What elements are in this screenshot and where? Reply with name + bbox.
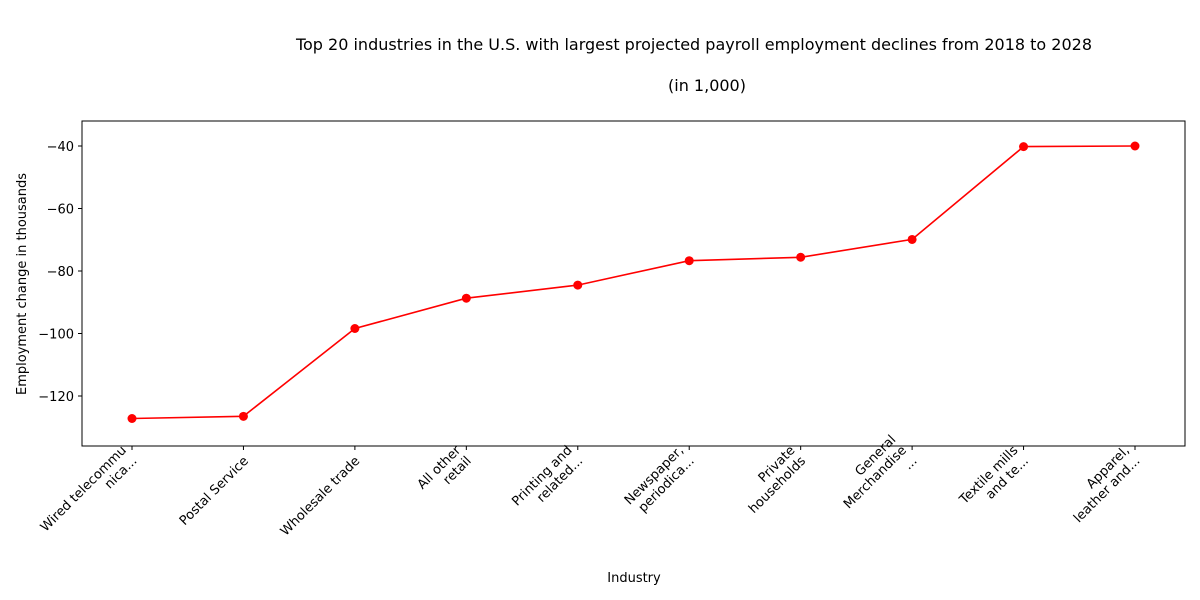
x-tick-label: Wholesale trade bbox=[278, 454, 363, 539]
y-tick-label: −100 bbox=[38, 328, 74, 343]
data-point bbox=[684, 256, 694, 266]
x-tick-label-line: Wholesale trade bbox=[278, 454, 363, 539]
y-tick-label: −40 bbox=[47, 140, 74, 155]
data-point bbox=[238, 411, 248, 421]
x-tick-label-line: Postal Service bbox=[177, 454, 252, 529]
data-point bbox=[127, 414, 137, 423]
data-point bbox=[1130, 141, 1140, 151]
data-point bbox=[907, 234, 917, 244]
x-tick-label-line: Wired telecommu bbox=[38, 443, 130, 535]
data-point bbox=[350, 324, 360, 333]
x-tick-label: Apparel,leather and... bbox=[1071, 443, 1143, 526]
series-line bbox=[131, 145, 1136, 420]
y-tick-label: −120 bbox=[38, 390, 74, 405]
data-point bbox=[1019, 142, 1029, 152]
y-axis-ticks: −40 −60 −80 −100 −120 bbox=[38, 140, 82, 405]
x-tick-label: Postal Service bbox=[177, 454, 252, 529]
series-line-group bbox=[127, 141, 1140, 423]
data-point bbox=[796, 252, 806, 262]
y-tick-label: −80 bbox=[47, 265, 74, 280]
data-point bbox=[573, 280, 583, 290]
data-point bbox=[461, 293, 471, 303]
x-tick-label: Printing andrelated... bbox=[509, 443, 586, 509]
chart-subtitle: (in 1,000) bbox=[668, 76, 746, 95]
y-tick-label: −60 bbox=[47, 203, 74, 218]
plot-area-frame bbox=[81, 120, 1186, 447]
chart-title: Top 20 industries in the U.S. with large… bbox=[295, 35, 1092, 54]
x-tick-label: Newspaper,periodica... bbox=[622, 443, 698, 516]
y-axis-label: Employment change in thousands bbox=[15, 173, 30, 395]
x-tick-label: Wired telecommunica... bbox=[38, 443, 141, 535]
x-axis-label: Industry bbox=[607, 571, 661, 586]
